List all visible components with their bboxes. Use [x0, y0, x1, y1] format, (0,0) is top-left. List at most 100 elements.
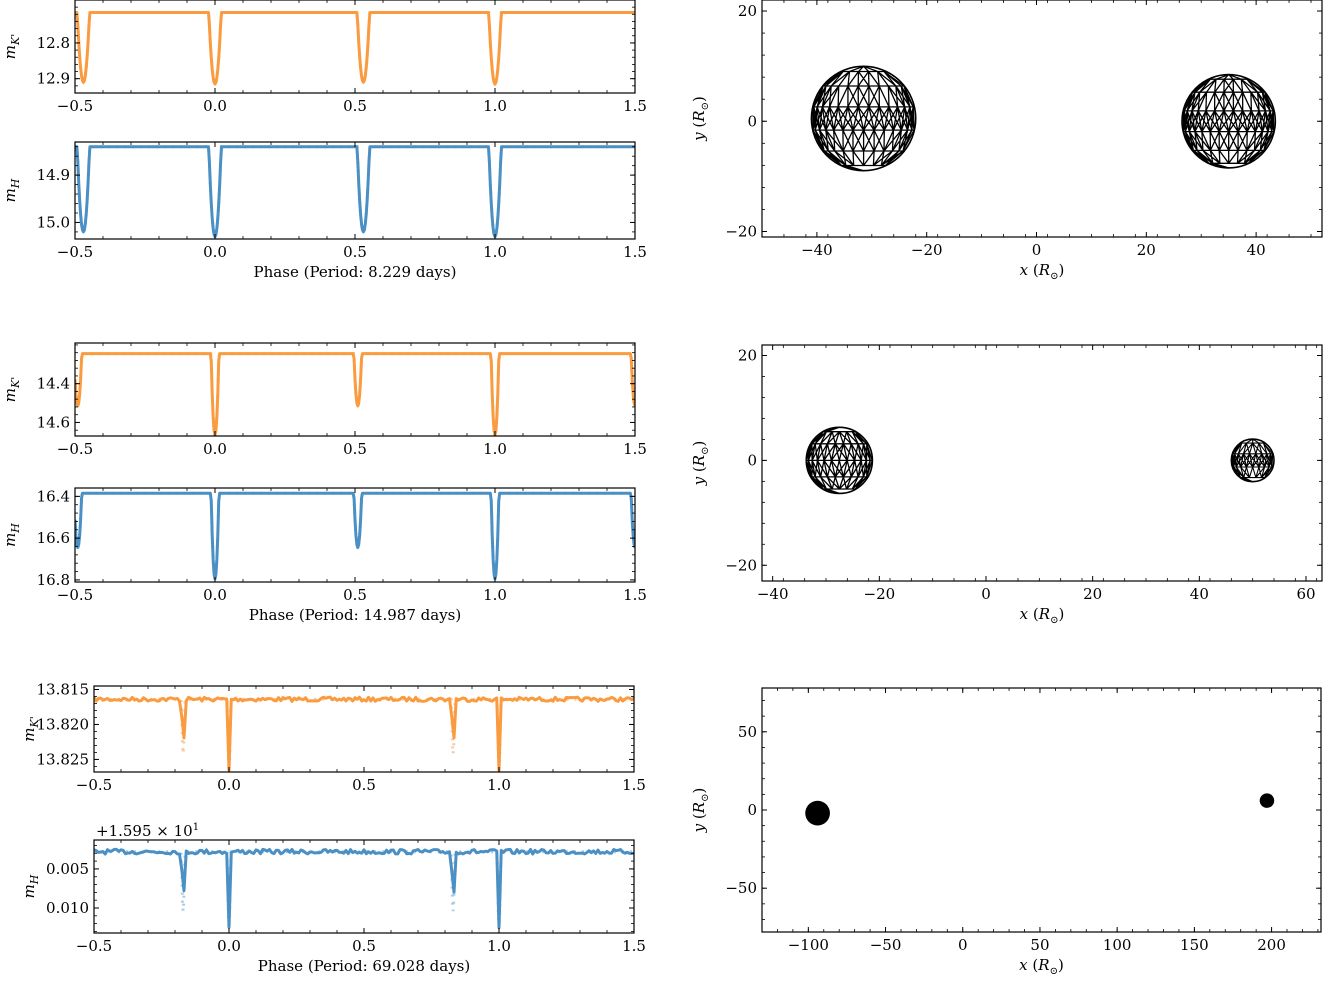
- star-disc: [1259, 793, 1275, 808]
- star: [810, 65, 917, 172]
- y-tick-label: 50: [738, 723, 757, 741]
- plot-frame: [761, 344, 1323, 582]
- x-tick-label: 20: [1083, 585, 1102, 603]
- y-tick-label: 13.825: [37, 750, 90, 768]
- star-mesh: [1231, 438, 1274, 483]
- y-tick-label: 16.6: [37, 529, 70, 547]
- star: [805, 800, 830, 826]
- x-tick-label: −0.5: [76, 776, 112, 794]
- light-curve: [94, 695, 634, 772]
- x-tick-label: 0.5: [343, 586, 367, 604]
- model-curve: [94, 697, 634, 771]
- x-axis-label: x (R⊙): [1019, 956, 1064, 977]
- x-tick-label: 1.0: [483, 586, 507, 604]
- y-axis-label: y (R⊙): [690, 788, 711, 834]
- star: [805, 426, 874, 495]
- x-tick-label: 1.0: [483, 243, 507, 261]
- x-tick-label: 0.0: [203, 97, 227, 115]
- star-mesh: [1182, 73, 1275, 169]
- y-tick-label: 0.005: [46, 860, 89, 878]
- y-axis-label: y (R⊙): [690, 96, 711, 142]
- light-curve: [94, 847, 634, 930]
- model-curve: [94, 850, 634, 929]
- star: [1181, 73, 1277, 169]
- light-curve: [75, 145, 635, 239]
- lc-row3-k: −0.5 0.0 0.5 1.0 1.5 13.815 13.820 13.825 mK': [20, 680, 646, 794]
- x-tick-label: 0.0: [203, 243, 227, 261]
- x-tick-label: 0: [958, 936, 968, 954]
- mesh-row3: −100 −50 0 50 100 150 200 −50 0 50 y (R⊙) x (R⊙): [690, 687, 1322, 977]
- x-tick-label: 50: [1030, 936, 1049, 954]
- x-tick-label: −40: [801, 241, 833, 259]
- y-tick-label: 0: [747, 112, 757, 130]
- y-tick-label: 14.6: [37, 413, 70, 431]
- x-axis-label: Phase (Period: 8.229 days): [254, 263, 457, 281]
- lc-row3-h: −0.5 0.0 0.5 1.0 1.5 0.005 0.010 mH Phase (Perio…: [20, 822, 646, 975]
- y-tick-label: 14.9: [37, 166, 70, 184]
- x-tick-label: −0.5: [57, 243, 93, 261]
- lc-row2-k: −0.5 0.0 0.5 1.0 1.5 14.4 14.6 mK': [1, 342, 647, 458]
- y-axis-label: mH: [1, 178, 22, 202]
- x-tick-label: 0.5: [343, 243, 367, 261]
- y-tick-label: 16.8: [37, 571, 70, 589]
- x-tick-label: 0.5: [352, 937, 376, 955]
- mesh-row1: −40 −20 0 20 40 −20 0 20 y (R⊙) x (R⊙): [690, 0, 1323, 282]
- y-tick-label: 0: [747, 451, 757, 469]
- x-tick-label: −0.5: [57, 440, 93, 458]
- y-axis-label: mK': [1, 34, 22, 59]
- y-tick-label: 0: [747, 801, 757, 819]
- y-tick-label: −20: [725, 222, 757, 240]
- x-tick-label: −100: [788, 936, 829, 954]
- x-tick-label: 1.5: [623, 440, 647, 458]
- x-tick-label: −0.5: [76, 937, 112, 955]
- star-mesh: [805, 426, 873, 495]
- x-tick-label: 40: [1190, 585, 1209, 603]
- x-tick-label: −50: [870, 936, 902, 954]
- lc-row1-h: −0.5 0.0 0.5 1.0 1.5 14.9 15.0 mH Phase (Period:…: [1, 141, 647, 281]
- light-curve: [75, 352, 635, 436]
- x-tick-label: 1.5: [622, 937, 646, 955]
- y-axis-label: mH: [20, 874, 41, 898]
- star: [1259, 793, 1275, 808]
- y-tick-label: 13.820: [37, 715, 90, 733]
- x-tick-label: 0.0: [203, 440, 227, 458]
- model-curve: [75, 145, 635, 239]
- y-axis-label: mK': [1, 377, 22, 402]
- x-axis-label: x (R⊙): [1020, 261, 1065, 282]
- x-tick-label: 1.0: [483, 97, 507, 115]
- x-tick-label: 1.0: [487, 776, 511, 794]
- y-tick-label: 16.4: [37, 487, 70, 505]
- x-tick-label: 1.0: [483, 440, 507, 458]
- y-tick-label: 20: [738, 346, 757, 364]
- y-tick-label: 12.9: [37, 70, 70, 88]
- x-axis-label: Phase (Period: 69.028 days): [258, 957, 470, 975]
- x-tick-label: 40: [1247, 241, 1266, 259]
- x-tick-label: 100: [1103, 936, 1132, 954]
- y-tick-label: −20: [725, 556, 757, 574]
- x-tick-label: 0.5: [352, 776, 376, 794]
- y-tick-label: 14.4: [37, 375, 70, 393]
- x-tick-label: 0.5: [343, 440, 367, 458]
- y-tick-label: 13.815: [37, 680, 90, 698]
- x-tick-label: −0.5: [57, 97, 93, 115]
- x-tick-label: 20: [1137, 241, 1156, 259]
- y-tick-label: 15.0: [37, 213, 70, 231]
- x-tick-label: 200: [1257, 936, 1286, 954]
- x-tick-label: 1.5: [623, 97, 647, 115]
- lc-row2-h: −0.5 0.0 0.5 1.0 1.5 16.4 16.6 16.8 mH Phase (Per…: [1, 487, 647, 624]
- x-tick-label: 150: [1180, 936, 1209, 954]
- x-tick-label: −20: [864, 585, 896, 603]
- y-tick-label: 20: [738, 2, 757, 20]
- x-tick-label: 0.5: [343, 97, 367, 115]
- x-tick-label: 0.0: [203, 586, 227, 604]
- x-tick-label: 1.5: [623, 243, 647, 261]
- light-curve: [75, 491, 635, 581]
- y-axis-label: mK': [20, 716, 41, 741]
- x-tick-label: −40: [757, 585, 789, 603]
- y-tick-label: 12.8: [37, 34, 70, 52]
- x-tick-label: −0.5: [57, 586, 93, 604]
- lc-row1-k: −0.5 0.0 0.5 1.0 1.5 12.8 12.9 mK': [1, 0, 647, 115]
- offset-label: +1.595 × 101: [96, 822, 199, 840]
